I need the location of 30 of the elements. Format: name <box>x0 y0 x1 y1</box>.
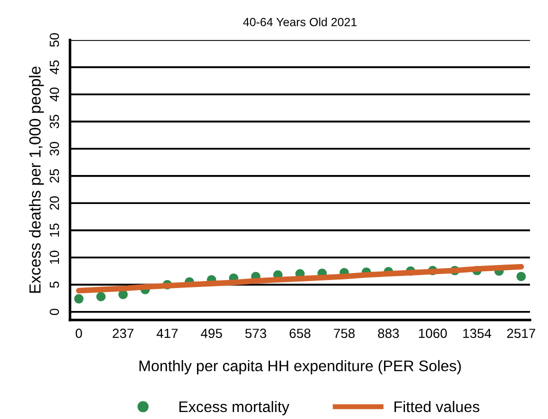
legend-label: Excess mortality <box>179 400 290 416</box>
y-tick-label: 15 <box>50 224 60 237</box>
y-tick-label: 30 <box>50 142 60 156</box>
x-tick-label: 883 <box>378 328 399 338</box>
y-tick-label: 25 <box>50 169 60 183</box>
y-axis-title: Excess deaths per 1,000 people <box>28 66 44 293</box>
point <box>516 272 526 282</box>
x-tick-label: 0 <box>76 328 82 338</box>
y-tick-label: 20 <box>50 196 60 210</box>
y-tick-label: 5 <box>50 282 60 288</box>
y-tick-label: 10 <box>50 250 60 264</box>
x-tick-label: 417 <box>156 328 178 338</box>
x-tick-label: 1060 <box>419 328 447 338</box>
point <box>96 292 106 302</box>
point <box>74 294 84 304</box>
x-tick-label: 758 <box>334 328 355 338</box>
y-tick-label: 35 <box>50 114 60 128</box>
x-tick-label: 573 <box>245 328 266 338</box>
legend-label: Fitted values <box>394 400 480 412</box>
x-tick-label: 237 <box>112 328 134 338</box>
y-tick-label: 50 <box>50 33 60 47</box>
y-tick-label: 40 <box>50 88 60 102</box>
x-tick-label: 2517 <box>507 328 536 338</box>
x-tick-label: 495 <box>200 328 222 338</box>
x-tick-label: 1354 <box>463 328 492 338</box>
chart-title: 40-64 Years Old 2021 <box>243 18 357 26</box>
x-tick-label: 658 <box>290 328 310 338</box>
x-axis-title: Monthly per capita HH expenditure (PER Soles) <box>140 360 461 374</box>
y-tick-label: 0 <box>50 308 60 315</box>
y-tick-label: 45 <box>50 60 60 74</box>
